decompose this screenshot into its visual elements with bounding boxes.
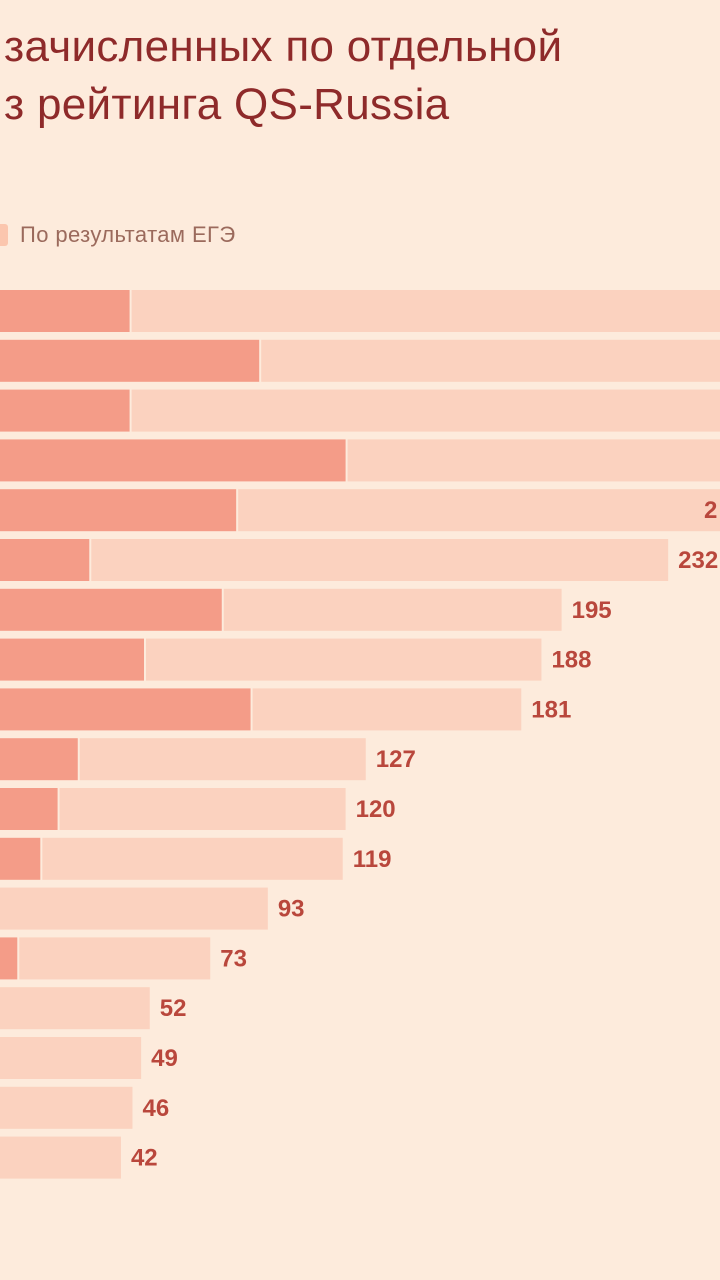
- bar-segment-light-8: [146, 638, 542, 681]
- bar-value-label-12: 119: [353, 846, 392, 873]
- bar-value-label-8: 188: [551, 647, 591, 674]
- bar-segment-light-2: [261, 339, 720, 382]
- bar-segment-light-16: [0, 1037, 142, 1079]
- bar-segment-dark-9: [0, 688, 251, 731]
- bar-segment-light-10: [79, 738, 366, 781]
- legend-swatch-ege: [0, 224, 8, 246]
- bar-segment-light-9: [252, 688, 522, 731]
- bar-segment-dark-5: [0, 489, 237, 532]
- bar-value-label-14: 73: [220, 945, 247, 972]
- chart-title-line-2: з рейтинга QS-Russia: [4, 80, 450, 129]
- bar-value-label-17: 46: [142, 1095, 169, 1122]
- bar-value-label-6: 232: [678, 547, 718, 574]
- bar-segment-light-3: [131, 389, 720, 432]
- bar-value-label-15: 52: [160, 995, 187, 1022]
- bar-segment-light-7: [223, 588, 562, 631]
- bar-segment-light-5: [238, 489, 720, 532]
- bar-segment-dark-3: [0, 389, 130, 432]
- bar-value-label-13: 93: [278, 896, 305, 923]
- chart-title: зачисленных по отдельной з рейтинга QS-R…: [0, 18, 720, 134]
- bar-value-label-10: 127: [376, 746, 416, 773]
- legend-label-ege: По результатам ЕГЭ: [20, 222, 236, 247]
- bar-segment-light-14: [19, 937, 211, 980]
- bar-segment-dark-14: [0, 937, 18, 980]
- bar-segment-light-17: [0, 1086, 133, 1129]
- bar-value-label-11: 120: [356, 796, 396, 823]
- bar-value-label-9: 181: [531, 696, 571, 723]
- bar-value-label-7: 195: [572, 597, 612, 624]
- bar-segment-light-4: [347, 439, 720, 482]
- bar-segment-light-18: [0, 1136, 121, 1179]
- bar-segment-dark-12: [0, 837, 41, 880]
- bar-segment-light-13: [0, 887, 268, 930]
- chart-title-line-1: зачисленных по отдельной: [4, 22, 563, 71]
- bar-segment-dark-4: [0, 439, 346, 482]
- bar-value-label-18: 42: [131, 1145, 158, 1172]
- bar-segment-light-11: [59, 788, 346, 830]
- bar-segment-light-1: [131, 290, 720, 332]
- bar-segment-dark-11: [0, 788, 58, 830]
- bar-segment-light-12: [42, 837, 343, 880]
- bar-segment-dark-1: [0, 290, 130, 332]
- legend: По результатам ЕГЭ: [0, 220, 236, 250]
- bar-segment-dark-2: [0, 339, 260, 382]
- bar-segment-light-6: [91, 539, 669, 581]
- bar-segment-dark-6: [0, 539, 90, 581]
- bar-segment-light-15: [0, 987, 150, 1030]
- bar-value-label-16: 49: [151, 1045, 178, 1072]
- bar-segment-dark-8: [0, 638, 144, 681]
- bar-segment-dark-10: [0, 738, 78, 781]
- bar-segment-dark-7: [0, 588, 222, 631]
- bar-value-label-5: 2: [704, 497, 717, 524]
